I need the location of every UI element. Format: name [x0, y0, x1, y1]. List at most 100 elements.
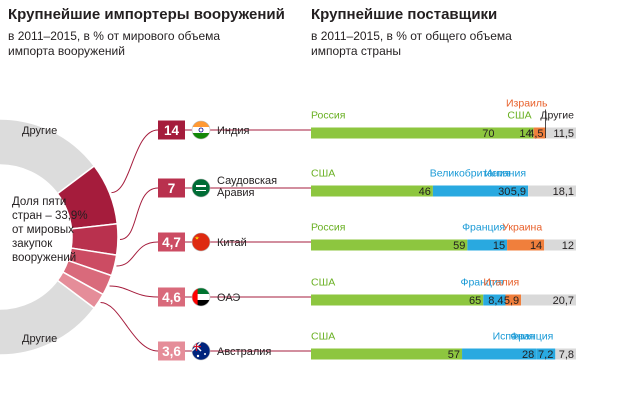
supplier-value-label: 7,2 [538, 349, 553, 361]
supplier-value-label: 11,5 [553, 128, 574, 140]
flag-border [191, 178, 211, 198]
supplier-value-label: 14 [519, 128, 531, 140]
supplier-value-label: 5,9 [511, 186, 526, 198]
supplier-name-label: Испания [493, 331, 535, 343]
supplier-bar-segment [311, 348, 463, 360]
importer-share-badge [158, 287, 185, 307]
flag-star [196, 354, 200, 358]
importer-name: Китай [217, 237, 247, 249]
connector-line-0 [111, 129, 159, 194]
supplier-bar-segment [467, 239, 508, 251]
supplier-name-label: Россия [311, 222, 345, 234]
donut-other-label-bottom: Другие [22, 333, 57, 345]
donut-center-line: стран – 33,9% [12, 210, 88, 222]
donut-center-line: от мировых [12, 224, 74, 236]
donut-segment-4 [56, 271, 105, 310]
flag-border [191, 341, 211, 361]
supplier-name-label: Россия [311, 110, 345, 122]
supplier-value-label: 5,9 [504, 295, 519, 307]
left-title: Крупнейшие импортеры вооружений [8, 6, 285, 23]
flag-body [192, 233, 210, 251]
supplier-bar-segment [505, 294, 522, 306]
supplier-value-label: 4,5 [528, 128, 543, 140]
supplier-value-label: 7,8 [559, 349, 574, 361]
flag-star [204, 353, 206, 355]
flag-band [192, 179, 210, 197]
right-title: Крупнейшие поставщики [311, 6, 498, 23]
supplier-name-label: Другие [540, 110, 574, 122]
supplier-bar-segment [528, 185, 576, 197]
flag-band [192, 121, 210, 127]
uae-flag [191, 287, 211, 307]
flag-band [192, 288, 210, 294]
supplier-value-label: 59 [453, 240, 465, 252]
donut-other-label-top: Другие [22, 125, 57, 137]
supplier-name-label: Украина [502, 222, 542, 234]
flag-script [196, 185, 206, 187]
supplier-value-label: 28 [522, 349, 534, 361]
supplier-value-label: 15 [493, 240, 505, 252]
supplier-value-label: 70 [482, 128, 494, 140]
importer-share-badge [158, 178, 185, 198]
flag-border [191, 287, 211, 307]
australia-flag [191, 341, 211, 361]
importer-name: Саудовская [217, 175, 277, 187]
importer-name: Аравия [217, 187, 255, 199]
supplier-value-label: 14 [530, 240, 542, 252]
connector-line-2 [116, 241, 159, 267]
flag-band [192, 127, 210, 133]
supplier-bar-segment [483, 294, 506, 306]
supplier-bar-segment [555, 348, 576, 360]
supplier-bar-segment [462, 348, 537, 360]
supplier-name-label: Франция [462, 222, 505, 234]
donut-center-line: вооружений [12, 252, 76, 264]
importer-share-value: 3,6 [162, 344, 181, 359]
importer-name: ОАЭ [217, 292, 240, 304]
left-subtitle: в 2011–2015, в % от мирового объема импо… [8, 29, 221, 58]
supplier-value-label: 57 [448, 349, 460, 361]
supplier-bar-segment [521, 294, 576, 306]
supplier-bar-segment [536, 348, 556, 360]
india-flag [191, 120, 211, 140]
flag-band [192, 294, 210, 300]
importer-name: Индия [217, 125, 250, 137]
importer-share-value: 7 [168, 181, 176, 196]
supplier-bar-segment [311, 185, 433, 197]
supplier-value-label: 30 [498, 186, 510, 198]
flag-sword [196, 190, 206, 191]
flag-star [194, 236, 200, 240]
supplier-name-label: США [311, 168, 335, 180]
supplier-name-label: США [507, 110, 531, 122]
supplier-bar-segment [544, 239, 576, 251]
flag-body [192, 121, 210, 139]
flag-band [192, 133, 210, 139]
importer-share-badge [158, 341, 185, 361]
supplier-value-label: 12 [562, 240, 574, 252]
china-flag [191, 232, 211, 252]
right-subtitle: в 2011–2015, в % от общего объема импорт… [311, 29, 512, 58]
supplier-bar-segment [311, 294, 484, 306]
connector-line-3 [109, 285, 159, 298]
connector-line-4 [100, 301, 159, 352]
supplier-bar-segment [311, 127, 497, 139]
flag-border [191, 120, 211, 140]
supplier-bar-segment [533, 127, 546, 139]
donut-segment-other-bottom [0, 279, 96, 356]
connector-line-1 [119, 187, 159, 241]
supplier-name-label: Франция [460, 277, 503, 289]
supplier-value-label: 18,1 [553, 186, 574, 198]
importer-share-badge [158, 120, 185, 140]
supplier-name-label: Великобритания [430, 168, 511, 180]
flag-body [192, 179, 210, 197]
supplier-name-label: США [311, 277, 335, 289]
supplier-name-label: Франция [510, 331, 553, 343]
supplier-value-label: 20,7 [553, 295, 574, 307]
donut-center-line: закупок [12, 238, 53, 250]
saudi-arabia-flag [191, 178, 211, 198]
supplier-bar-segment [432, 185, 513, 197]
importer-share-badge [158, 232, 185, 252]
supplier-value-label: 46 [419, 186, 431, 198]
supplier-bar-segment [311, 239, 468, 251]
supplier-name-label: Испания [484, 168, 526, 180]
